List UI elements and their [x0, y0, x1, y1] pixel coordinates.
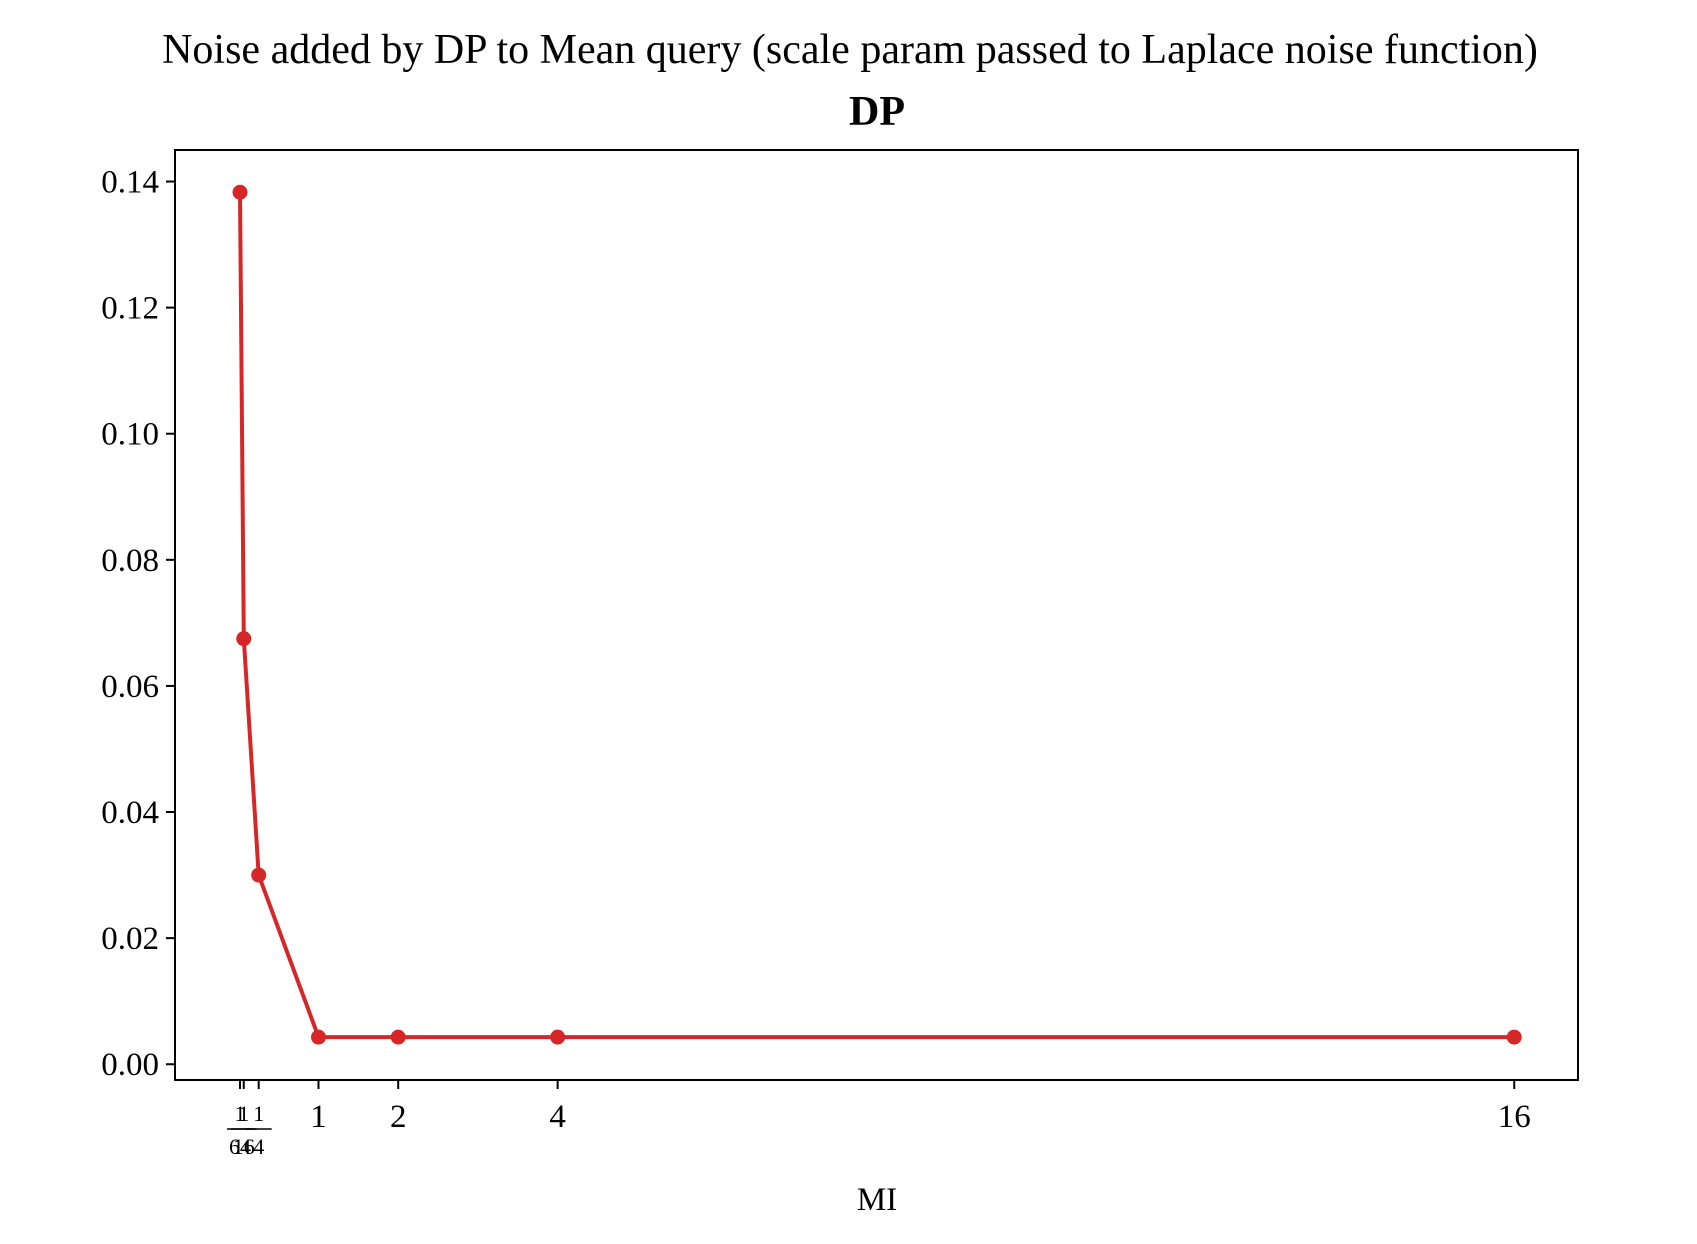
data-point	[1506, 1029, 1522, 1045]
chart-title: Noise added by DP to Mean query (scale p…	[162, 27, 1538, 73]
data-point	[550, 1029, 566, 1045]
x-tick-label: 4	[549, 1099, 566, 1135]
axes-frame	[174, 149, 1579, 1081]
plot-area: 0.000.020.040.060.080.100.120.1416411614…	[101, 149, 1579, 1159]
chart-subtitle: DP	[849, 89, 905, 135]
x-tick-label: 2	[390, 1099, 407, 1135]
x-tick-denominator: 4	[253, 1134, 264, 1159]
y-tick-label: 0.02	[101, 921, 159, 957]
x-tick-label: 1	[310, 1099, 327, 1135]
data-point	[236, 631, 252, 647]
x-tick-numerator: 1	[238, 1101, 249, 1126]
y-tick-label: 0.10	[101, 417, 159, 453]
x-tick-numerator: 1	[253, 1101, 264, 1126]
x-tick-denominator: 64	[229, 1134, 251, 1159]
y-tick-label: 0.08	[101, 543, 159, 579]
y-tick-label: 0.06	[101, 669, 159, 705]
series-line	[238, 192, 1515, 1040]
y-tick-label: 0.12	[101, 291, 159, 327]
x-tick-label: 16	[1498, 1099, 1531, 1135]
y-tick-label: 0.14	[101, 165, 159, 201]
data-point	[390, 1029, 406, 1045]
data-point	[232, 184, 248, 200]
y-tick-label: 0.00	[101, 1047, 159, 1083]
x-tick-denominator: 16	[233, 1134, 255, 1159]
y-tick-label: 0.04	[101, 795, 159, 831]
data-point	[251, 867, 267, 883]
x-axis-label: MI	[857, 1182, 897, 1218]
x-tick-numerator: 1	[235, 1101, 246, 1126]
data-point	[310, 1029, 326, 1045]
